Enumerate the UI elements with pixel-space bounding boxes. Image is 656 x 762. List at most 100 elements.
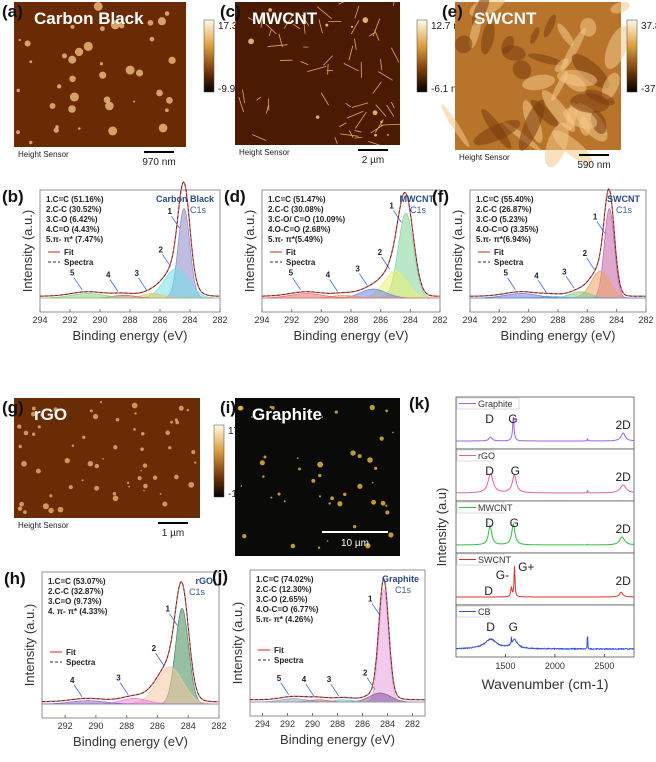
- peak-label: D: [484, 584, 493, 598]
- sensor-label: Height Sensor: [459, 153, 510, 162]
- particle-feature: [343, 493, 346, 496]
- particle-feature: [388, 532, 393, 537]
- particle-feature: [127, 482, 129, 484]
- particle-feature: [23, 510, 27, 514]
- particle-feature: [357, 484, 362, 489]
- particle-feature: [78, 127, 81, 130]
- scale-bar-label: 1 µm: [162, 528, 184, 539]
- particle-feature: [392, 432, 394, 434]
- particle-feature: [337, 501, 342, 506]
- particle-feature: [168, 446, 171, 449]
- particle-feature: [325, 24, 328, 27]
- particle-feature: [93, 414, 98, 419]
- legend-spectra: Spectra: [64, 258, 94, 267]
- particle-feature: [134, 412, 136, 414]
- x-tick-label: 282: [638, 315, 653, 325]
- x-tick-label: 290: [521, 315, 536, 325]
- peak-number: 3: [116, 674, 121, 683]
- core-level-label: C1s: [616, 205, 633, 215]
- component-label: 5.π- π* (4.26%): [256, 615, 313, 624]
- particle-feature: [140, 470, 142, 472]
- particle-feature: [297, 457, 299, 459]
- particle-feature: [188, 482, 194, 488]
- peak-number: 1: [165, 605, 170, 614]
- peak-label: 2D: [615, 418, 631, 432]
- particle-feature: [138, 476, 142, 480]
- particle-feature: [175, 421, 179, 425]
- particle-feature: [159, 124, 168, 133]
- x-tick-label: 294: [254, 315, 269, 325]
- x-tick-label: 282: [212, 315, 227, 325]
- panel-label: (j): [212, 567, 228, 586]
- peak-label: D: [486, 620, 495, 634]
- particle-feature: [318, 546, 320, 548]
- component-label: 3.C=O (9.73%): [48, 597, 102, 606]
- x-axis-label: Binding energy (eV): [73, 734, 188, 749]
- core-level-label: C1s: [395, 585, 412, 595]
- particle-feature: [136, 69, 143, 76]
- particle-feature: [284, 500, 286, 502]
- particle-feature: [62, 53, 67, 58]
- particle-feature: [298, 468, 301, 471]
- panel-label: (k): [409, 394, 430, 413]
- x-tick-label: 292: [284, 315, 299, 325]
- legend-fit: Fit: [494, 248, 504, 257]
- particle-feature: [72, 444, 74, 446]
- peak-number: 1: [593, 212, 598, 221]
- x-tick-label: 284: [181, 721, 196, 731]
- particle-feature: [16, 130, 20, 134]
- particle-feature: [380, 121, 382, 123]
- particle-feature: [94, 486, 99, 491]
- peak-number: 2: [363, 669, 368, 678]
- particle-feature: [317, 462, 323, 468]
- particle-feature: [141, 432, 145, 436]
- x-tick-label: 290: [305, 719, 320, 729]
- particle-feature: [380, 437, 384, 441]
- particle-feature: [240, 485, 242, 487]
- particle-feature: [82, 479, 84, 481]
- particle-feature: [374, 467, 377, 470]
- particle-feature: [150, 37, 155, 42]
- panel-label: (b): [2, 187, 24, 206]
- sensor-label: Height Sensor: [239, 148, 290, 157]
- legend-label: CB: [478, 607, 491, 617]
- particle-feature: [335, 410, 338, 413]
- particle-feature: [373, 110, 378, 115]
- legend-label: MWCNT: [478, 503, 513, 513]
- component-label: 5.π- π* (7.47%): [46, 235, 103, 244]
- y-axis-label: Intensity (a.u.): [230, 602, 245, 684]
- particle-feature: [327, 540, 329, 542]
- particle-feature: [55, 125, 58, 128]
- particle-feature: [174, 475, 179, 480]
- y-axis-label: Intensity (a.u.): [242, 210, 257, 292]
- component-label: 1.C=C (51.47%): [268, 195, 326, 204]
- particle-feature: [353, 525, 356, 528]
- colorbar: [204, 20, 214, 92]
- particle-feature: [38, 425, 41, 428]
- x-tick-label: 282: [432, 315, 447, 325]
- component-label: 1.C=C (55.40%): [476, 195, 534, 204]
- x-tick-label: 288: [119, 721, 134, 731]
- particle-feature: [69, 76, 76, 83]
- component-label: 2.C-C (12.30%): [256, 585, 312, 594]
- particle-feature: [105, 102, 114, 111]
- particle-feature: [385, 505, 387, 507]
- particle-feature: [143, 490, 145, 492]
- particle-feature: [18, 506, 23, 511]
- particle-feature: [17, 89, 20, 92]
- x-tick-label: 284: [609, 315, 624, 325]
- legend-spectra: Spectra: [286, 258, 316, 267]
- peak-label: 2D: [615, 522, 631, 536]
- panel-label: (a): [2, 2, 23, 21]
- peak-number: 1: [368, 594, 373, 603]
- colorbar: [417, 20, 427, 92]
- particle-feature: [153, 475, 157, 479]
- x-tick-label: 288: [122, 315, 137, 325]
- peak-number: 2: [378, 248, 383, 257]
- particle-feature: [132, 403, 138, 409]
